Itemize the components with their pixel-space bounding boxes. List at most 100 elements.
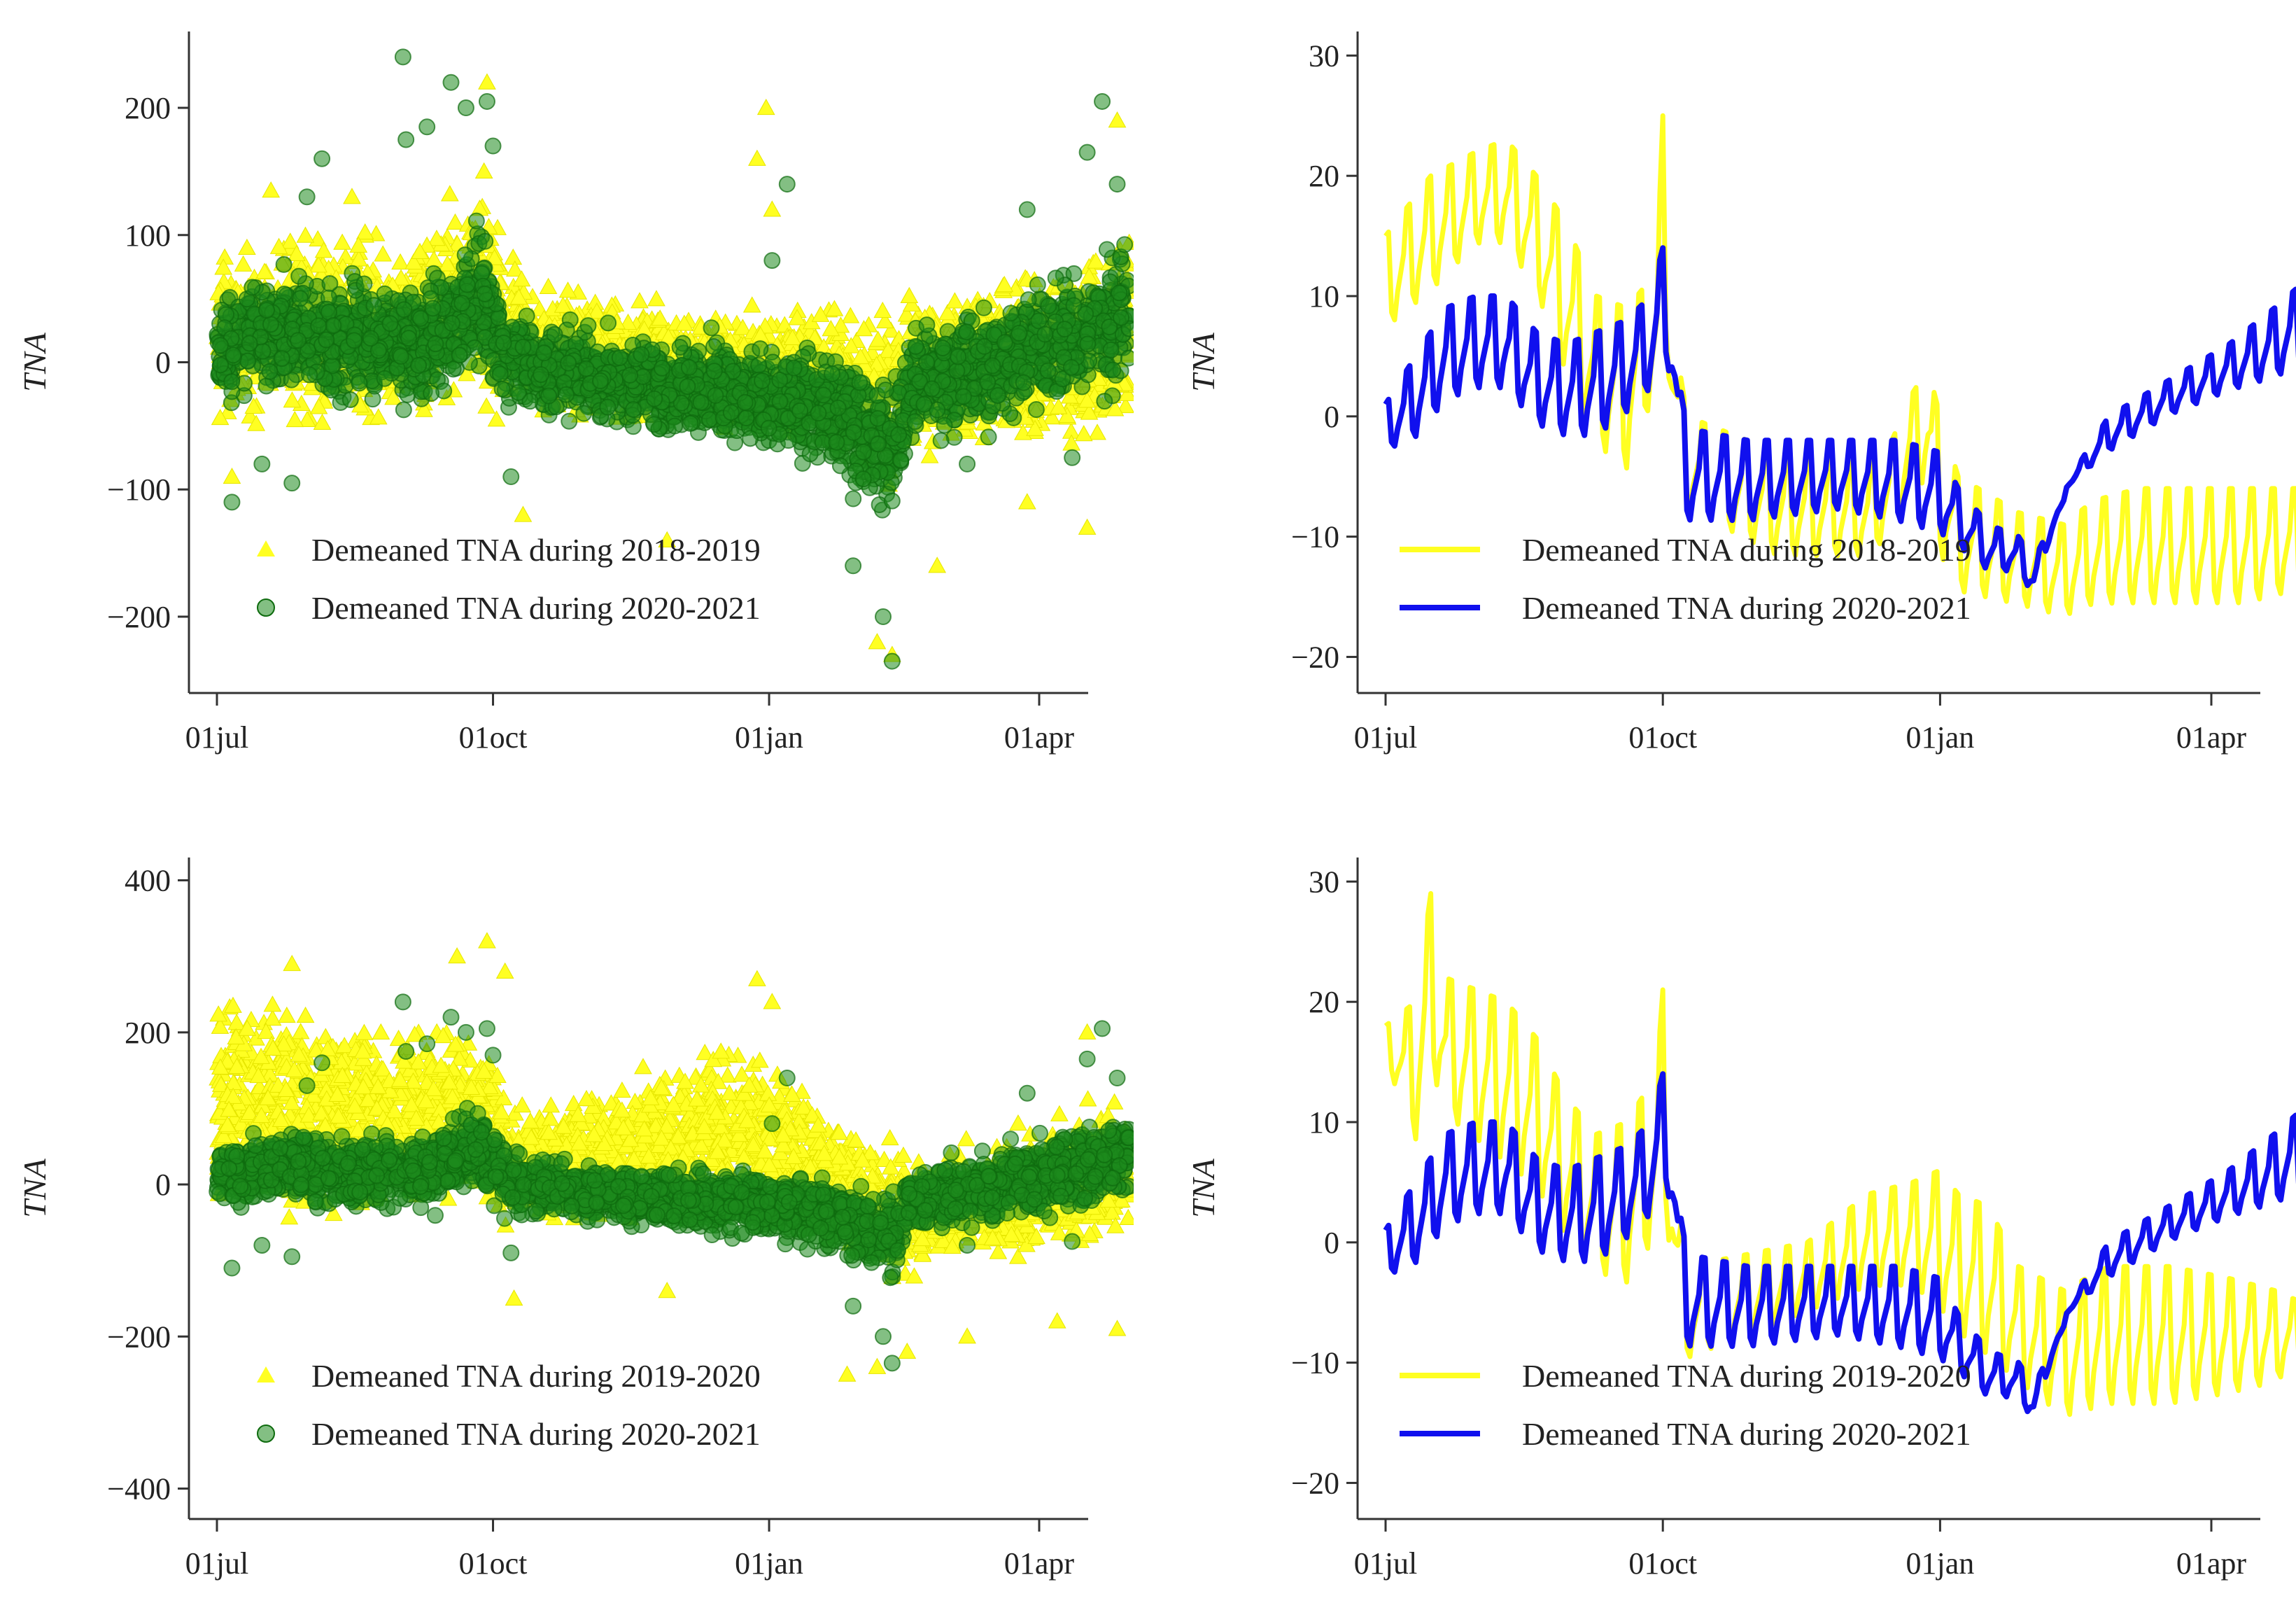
data-point (631, 292, 649, 309)
data-point (446, 213, 465, 230)
data-point (936, 416, 953, 434)
data-point (750, 356, 768, 374)
data-point (487, 410, 506, 427)
data-point (509, 288, 528, 305)
x-tick-label: 01oct (459, 720, 528, 755)
data-point (504, 248, 523, 265)
data-point (854, 320, 873, 337)
data-point (920, 447, 939, 463)
data-point (975, 299, 992, 316)
data-point (1060, 387, 1079, 404)
data-point (1087, 252, 1105, 269)
data-point (1078, 518, 1097, 535)
data-point (333, 233, 351, 250)
data-point (247, 414, 266, 431)
data-point (1106, 400, 1125, 416)
data-point (1088, 424, 1106, 440)
y-tick-label: 0 (155, 346, 171, 380)
data-point (395, 401, 412, 419)
data-point (440, 185, 459, 202)
data-point (369, 408, 388, 425)
data-point (763, 200, 782, 217)
data-point (539, 277, 558, 294)
scatter-marks (208, 48, 1134, 670)
data-point (742, 296, 761, 313)
data-point (1026, 419, 1044, 436)
data-point (659, 328, 678, 344)
data-point (588, 302, 606, 319)
data-point (269, 237, 288, 254)
x-tick-label: 01apr (1004, 720, 1075, 755)
data-point (1057, 406, 1076, 424)
data-point (1065, 265, 1083, 282)
data-point (825, 300, 844, 316)
data-point (244, 397, 263, 414)
data-point (579, 317, 597, 335)
data-point (831, 316, 850, 333)
data-point (392, 269, 410, 286)
data-point (211, 409, 230, 426)
y-tick-label: −200 (107, 600, 171, 634)
data-point (218, 402, 237, 419)
data-point (314, 241, 333, 258)
y-axis-label: TNA (17, 332, 52, 391)
data-point (384, 388, 402, 405)
data-point (290, 267, 308, 285)
data-point (298, 410, 316, 427)
data-point (404, 253, 423, 270)
data-point (995, 276, 1014, 293)
data-point (438, 255, 457, 272)
data-point (286, 410, 304, 428)
data-point (868, 330, 887, 347)
data-point (1108, 111, 1127, 128)
data-point (411, 242, 429, 259)
data-point (822, 320, 840, 337)
data-point (321, 275, 339, 293)
data-point (733, 318, 752, 335)
x-tick-label: 01jul (185, 720, 248, 755)
data-point (938, 304, 957, 321)
data-point (477, 397, 495, 414)
data-point (505, 260, 524, 277)
data-point (283, 371, 300, 388)
data-point (558, 281, 577, 298)
data-point (882, 321, 900, 338)
y-tick-label: 100 (125, 218, 171, 253)
data-point (490, 309, 507, 327)
data-point (349, 236, 368, 253)
y-tick-label: 200 (125, 91, 171, 125)
data-point (945, 292, 964, 309)
data-point (875, 312, 894, 329)
data-point (868, 633, 887, 650)
data-point (647, 290, 665, 307)
data-point (214, 258, 233, 275)
data-point (255, 262, 274, 279)
data-point (374, 245, 393, 262)
data-point (485, 248, 504, 265)
data-point (811, 305, 830, 322)
data-point (355, 223, 374, 240)
data-point (474, 162, 493, 179)
data-point (561, 412, 578, 430)
data-point (448, 234, 467, 251)
data-point (309, 256, 328, 273)
data-point (223, 468, 241, 484)
data-point (651, 309, 670, 326)
data-point (841, 307, 860, 323)
data-point (287, 244, 306, 261)
series-green-circles (209, 48, 1134, 670)
data-point (554, 296, 572, 313)
data-point (1118, 384, 1134, 401)
data-point (313, 413, 332, 430)
data-point (900, 286, 919, 303)
data-point (851, 347, 870, 365)
data-point (428, 230, 446, 246)
data-point (415, 400, 433, 417)
data-point (928, 556, 947, 573)
data-point (1096, 393, 1113, 410)
data-point (842, 337, 861, 354)
data-point (783, 328, 802, 345)
